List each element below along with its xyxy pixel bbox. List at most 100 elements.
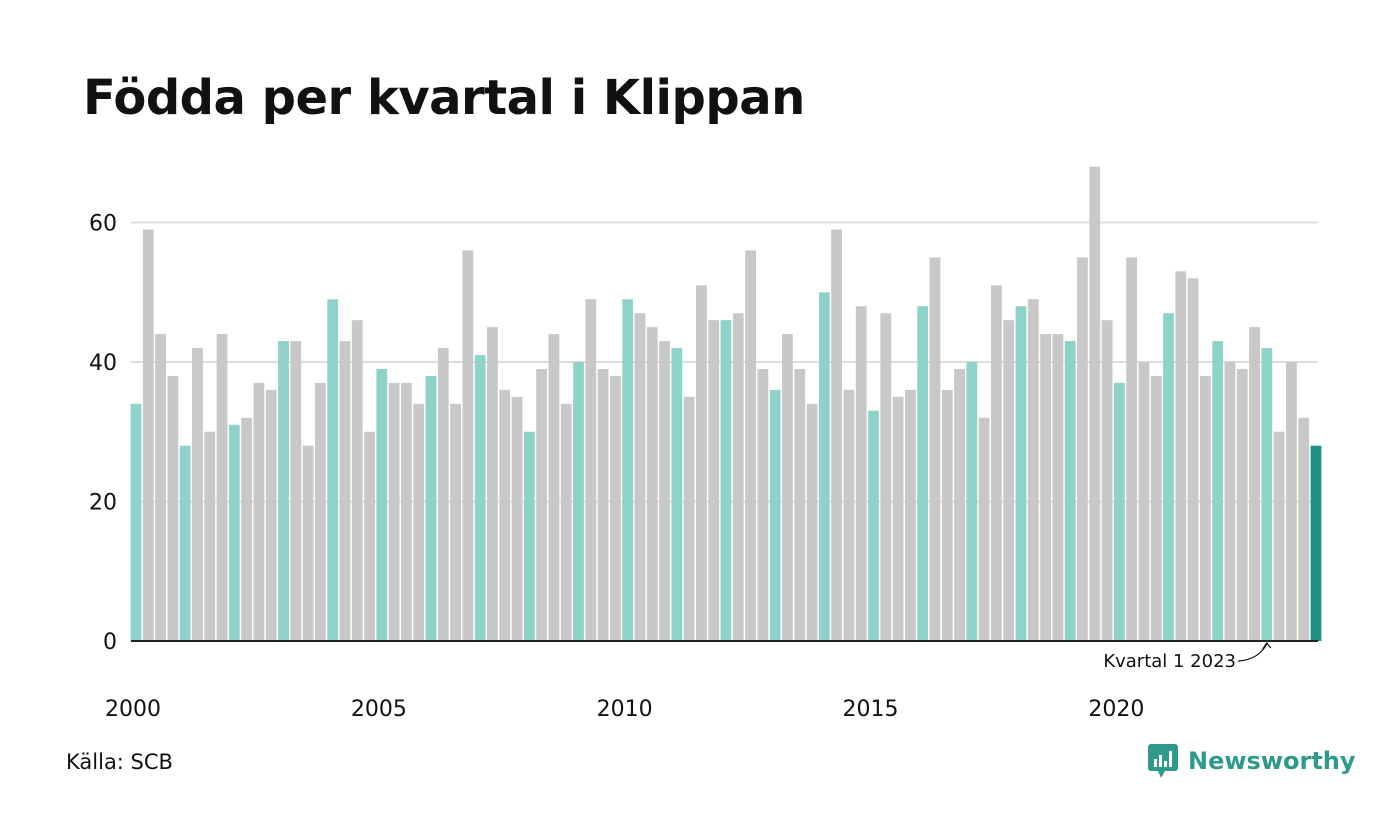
bar[interactable] [1040,334,1051,641]
bar[interactable] [167,375,179,641]
bar[interactable] [585,299,597,641]
bar[interactable] [1015,306,1027,641]
bar[interactable] [302,445,314,641]
bar[interactable] [327,299,339,641]
bar[interactable] [782,334,793,641]
bar[interactable] [978,417,990,641]
bar[interactable] [941,389,953,641]
bar[interactable] [597,368,609,641]
bar[interactable] [364,431,375,641]
bar[interactable] [818,292,830,641]
bar[interactable] [1224,362,1236,641]
bar[interactable] [179,445,191,641]
bar[interactable] [253,382,265,641]
bar[interactable] [1138,362,1150,641]
bar[interactable] [487,327,498,642]
bar[interactable] [474,355,486,641]
brand-logo[interactable]: Newsworthy [1148,744,1356,778]
bar[interactable] [278,341,289,641]
bar[interactable] [462,250,474,641]
bar[interactable] [1187,278,1199,641]
bar[interactable] [265,389,277,641]
bar[interactable] [1027,299,1039,641]
bar[interactable] [573,362,584,641]
bar[interactable] [388,382,400,641]
bar[interactable] [1310,445,1322,641]
bar[interactable] [290,341,302,641]
bar[interactable] [228,424,240,641]
bar[interactable] [314,382,326,641]
bar[interactable] [880,313,892,641]
bar[interactable] [757,368,769,641]
bar[interactable] [437,348,449,641]
bar[interactable] [339,341,351,641]
bar[interactable] [1199,375,1211,641]
bar[interactable] [216,334,228,641]
bar[interactable] [683,396,695,642]
bar[interactable] [1052,334,1064,641]
bar[interactable] [401,382,412,641]
bar[interactable] [1150,375,1162,641]
bar[interactable] [794,368,806,641]
bar[interactable] [192,348,203,641]
bar[interactable] [609,375,621,641]
bar[interactable] [1077,257,1088,642]
bar[interactable] [523,431,535,641]
bar[interactable] [548,334,560,641]
bar[interactable] [745,250,756,641]
bar[interactable] [646,327,658,642]
bar[interactable] [155,334,166,641]
x-tick-label: 2010 [597,697,653,722]
bar[interactable] [204,431,216,641]
bar[interactable] [1298,417,1310,641]
bar[interactable] [708,320,720,641]
bar[interactable] [929,257,941,642]
bar[interactable] [904,389,916,641]
bar[interactable] [991,285,1002,641]
bar[interactable] [1126,257,1138,642]
bar[interactable] [1089,166,1101,641]
bar[interactable] [1236,368,1248,641]
bar[interactable] [1003,320,1015,641]
bar[interactable] [1273,431,1285,641]
x-tick-label: 2015 [843,697,899,722]
bar[interactable] [376,368,388,641]
bar[interactable] [720,320,732,641]
bar[interactable] [536,368,548,641]
bar[interactable] [1101,320,1113,641]
bar[interactable] [966,362,978,641]
bar[interactable] [622,299,634,641]
bar[interactable] [1249,327,1260,642]
bar[interactable] [831,229,843,642]
bar[interactable] [413,403,425,641]
bar[interactable] [806,403,818,641]
bar[interactable] [130,403,142,641]
bar[interactable] [1261,348,1273,641]
bar[interactable] [892,396,904,642]
bar[interactable] [696,285,707,641]
bar[interactable] [450,403,461,641]
bar[interactable] [499,389,511,641]
bar[interactable] [511,396,523,642]
bar[interactable] [1064,341,1076,641]
bar[interactable] [769,389,781,641]
bar[interactable] [843,389,855,641]
bar[interactable] [1212,341,1224,641]
bar[interactable] [1163,313,1174,641]
bar[interactable] [241,417,253,641]
bar[interactable] [142,229,154,642]
bar[interactable] [917,306,929,641]
bar[interactable] [634,313,646,641]
bar[interactable] [855,306,867,641]
bar[interactable] [659,341,670,641]
bar[interactable] [1113,382,1125,641]
bar[interactable] [732,313,744,641]
bar[interactable] [425,375,437,641]
bar[interactable] [671,348,683,641]
bar[interactable] [954,368,965,641]
bar[interactable] [1286,362,1297,641]
bar[interactable] [1175,271,1187,641]
bar[interactable] [560,403,572,641]
bar[interactable] [351,320,363,641]
bar[interactable] [868,410,879,641]
